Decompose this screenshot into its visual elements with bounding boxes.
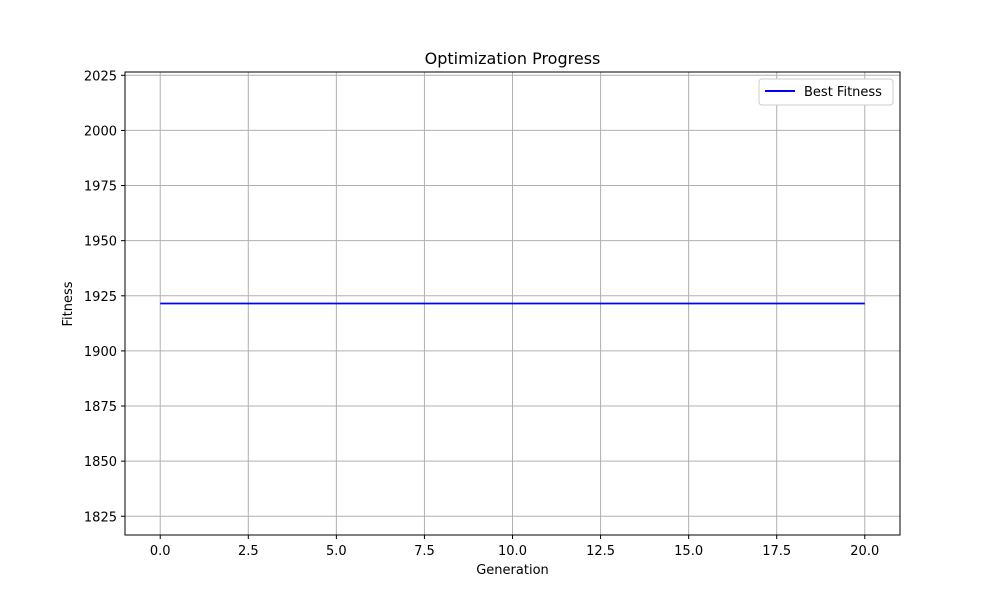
- x-tick-label: 7.5: [414, 544, 435, 559]
- x-tick-label: 17.5: [762, 544, 791, 559]
- x-tick-label: 0.0: [150, 544, 171, 559]
- legend: Best Fitness: [758, 78, 894, 106]
- y-tick-label: 1900: [84, 345, 117, 360]
- x-axis-label: Generation: [476, 563, 549, 578]
- grid-lines: [125, 72, 900, 535]
- y-tick-label: 1850: [84, 455, 117, 470]
- y-axis-ticks: 1825 1850 1875 1900 1925 1950 1975 2000 2025: [84, 69, 125, 525]
- y-tick-label: 2025: [84, 69, 117, 84]
- y-tick-label: 1875: [84, 400, 117, 415]
- y-axis-label: Fitness: [61, 281, 76, 326]
- x-tick-label: 12.5: [586, 544, 615, 559]
- x-axis-ticks: 0.0 2.5 5.0 7.5 10.0 12.5 15.0 17.5 20.0: [150, 535, 879, 559]
- x-tick-label: 10.0: [498, 544, 527, 559]
- legend-label-best-fitness: Best Fitness: [804, 85, 882, 100]
- y-tick-label: 1975: [84, 180, 117, 195]
- y-tick-label: 1925: [84, 290, 117, 305]
- y-tick-label: 2000: [84, 124, 117, 139]
- x-tick-label: 20.0: [850, 544, 879, 559]
- legend-box: [758, 78, 894, 106]
- x-tick-label: 5.0: [326, 544, 347, 559]
- x-tick-label: 2.5: [238, 544, 259, 559]
- x-tick-label: 15.0: [674, 544, 703, 559]
- y-tick-label: 1825: [84, 510, 117, 525]
- y-tick-label: 1950: [84, 235, 117, 250]
- chart-title: Optimization Progress: [425, 49, 601, 68]
